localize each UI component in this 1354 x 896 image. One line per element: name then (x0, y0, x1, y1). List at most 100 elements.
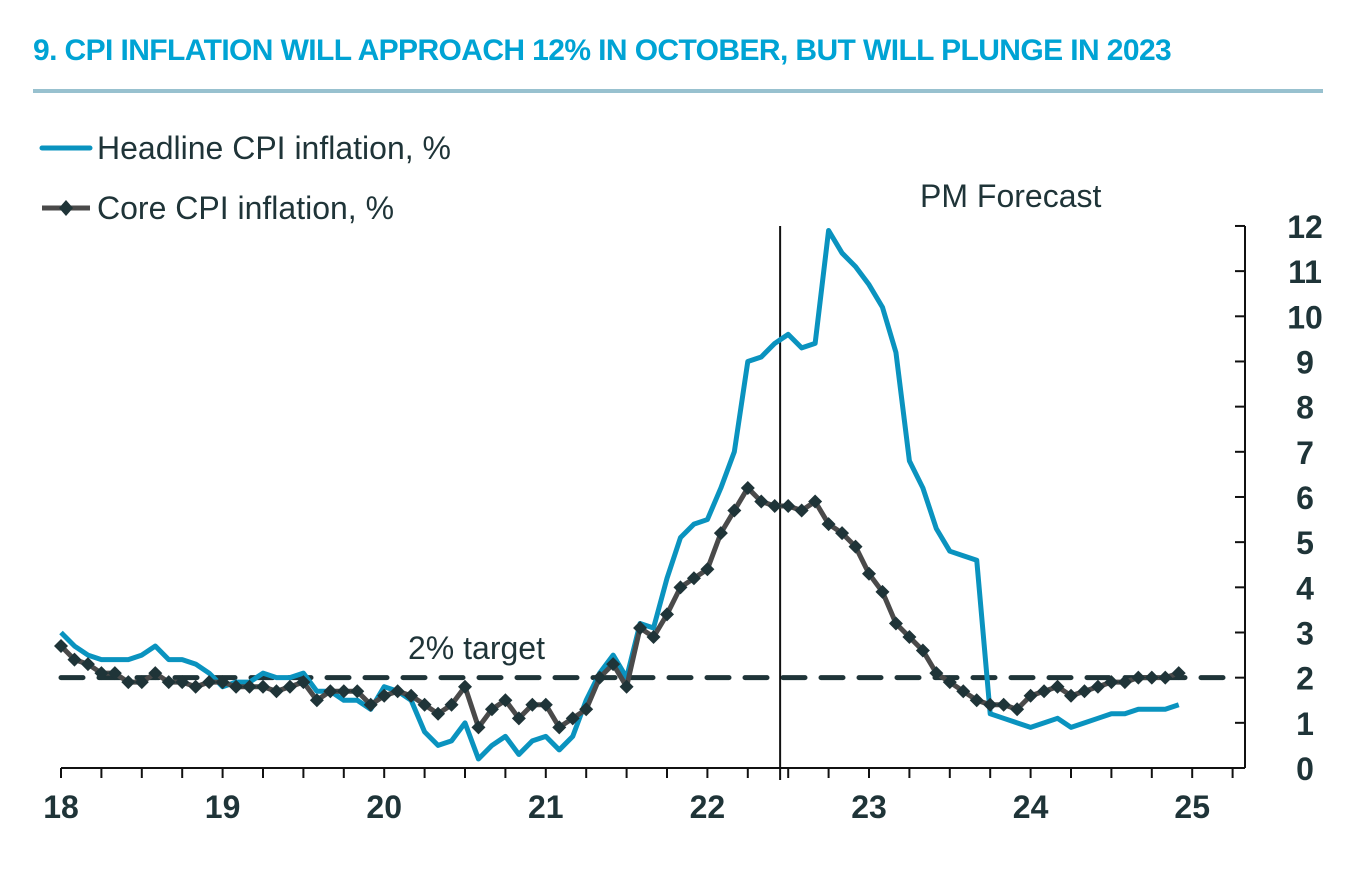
core-point-marker (256, 679, 270, 694)
core-point-marker (915, 643, 930, 658)
core-point-marker (686, 571, 701, 586)
core-point-marker (633, 620, 648, 635)
core-point-marker (1158, 670, 1173, 685)
legend-marker-core (59, 200, 73, 216)
x-tick-label: 18 (43, 789, 79, 825)
core-point-marker (134, 675, 149, 690)
core-point-marker (80, 657, 95, 672)
core-point-marker (511, 711, 526, 726)
core-point-marker (700, 562, 715, 577)
core-point-marker (1077, 684, 1092, 699)
y-tick-label: 8 (1296, 390, 1314, 426)
y-tick-label: 6 (1296, 480, 1314, 516)
core-point-marker (269, 684, 284, 699)
core-point-marker (336, 684, 351, 699)
core-point-marker (552, 720, 567, 735)
core-point-marker (363, 697, 378, 712)
core-point-marker (888, 616, 903, 631)
legend: Headline CPI inflation, % Core CPI infla… (39, 130, 451, 226)
core-point-marker (229, 679, 244, 694)
core-point-marker (606, 657, 621, 672)
core-point-marker (808, 494, 823, 509)
core-point-marker (121, 675, 136, 690)
annotation-pm-forecast: PM Forecast (920, 178, 1101, 214)
core-point-marker (1023, 688, 1038, 703)
x-tick-label: 20 (366, 789, 402, 825)
legend-item-core: Core CPI inflation, % (42, 190, 394, 226)
legend-item-headline: Headline CPI inflation, % (39, 130, 451, 166)
y-tick-label: 12 (1287, 209, 1323, 245)
core-point-marker (1117, 675, 1132, 690)
x-tick-label: 19 (205, 789, 241, 825)
core-point-marker (175, 675, 190, 690)
y-tick-label: 9 (1296, 344, 1314, 380)
core-point-marker (282, 679, 297, 694)
core-point-marker (754, 494, 769, 509)
core-point-marker (646, 630, 661, 645)
chart-title: 9. CPI INFLATION WILL APPROACH 12% IN OC… (33, 34, 1172, 67)
core-point-marker (1064, 688, 1078, 703)
core-point-marker (107, 666, 122, 681)
core-point-marker (54, 639, 68, 654)
core-point-marker (740, 480, 755, 495)
core-point-marker (821, 517, 836, 532)
core-point-marker (1090, 679, 1105, 694)
core-point-marker (996, 697, 1011, 712)
core-point-marker (1104, 675, 1119, 690)
core-point-marker (835, 526, 850, 541)
series-core-cpi-markers (54, 480, 1186, 735)
core-point-marker (538, 697, 553, 712)
core-point-marker (1010, 702, 1025, 717)
core-point-marker (1171, 666, 1186, 681)
core-point-marker (767, 499, 782, 514)
core-point-marker (713, 526, 728, 541)
x-tick-label: 21 (528, 789, 564, 825)
x-ticks: 18 19 20 21 22 23 24 25 (43, 768, 1234, 825)
core-point-marker (498, 693, 513, 708)
core-point-marker (1037, 684, 1052, 699)
core-point-marker (188, 679, 203, 694)
core-point-marker (862, 566, 876, 581)
legend-label-headline: Headline CPI inflation, % (97, 130, 451, 166)
core-point-marker (296, 675, 311, 690)
core-point-marker (875, 584, 890, 599)
core-point-marker (983, 697, 998, 712)
core-point-marker (592, 670, 607, 685)
series-core-cpi (59, 485, 1180, 730)
core-point-marker (956, 684, 971, 699)
core-point-marker (444, 697, 459, 712)
core-point-marker (794, 503, 809, 518)
core-point-marker (565, 711, 580, 726)
core-point-marker (94, 666, 109, 681)
annotation-2pct-target: 2% target (408, 630, 545, 666)
core-point-marker (525, 697, 540, 712)
core-point-marker (471, 720, 486, 735)
core-point-marker (67, 652, 82, 667)
x-tick-label: 25 (1174, 789, 1210, 825)
x-tick-label: 23 (851, 789, 887, 825)
title-divider (33, 89, 1323, 93)
core-point-marker (1131, 670, 1146, 685)
core-point-marker (350, 684, 365, 699)
core-point-marker (215, 675, 230, 690)
core-point-marker (902, 630, 917, 645)
y-tick-label: 7 (1296, 435, 1314, 471)
y-tick-label: 0 (1296, 751, 1314, 787)
core-point-marker (848, 539, 863, 554)
core-point-marker (484, 702, 499, 717)
y-tick-label: 11 (1288, 254, 1322, 290)
core-point-marker (619, 679, 634, 694)
core-point-marker (242, 679, 257, 694)
y-tick-label: 5 (1296, 525, 1314, 561)
series-headline-cpi-points (60, 230, 1179, 760)
core-point-marker (148, 666, 163, 681)
core-point-marker (579, 702, 594, 717)
y-tick-label: 2 (1296, 661, 1314, 697)
core-point-marker (377, 688, 392, 703)
core-point-marker (969, 693, 984, 708)
core-point-marker (727, 503, 742, 518)
core-point-marker (660, 607, 674, 622)
core-point-marker (458, 679, 472, 694)
